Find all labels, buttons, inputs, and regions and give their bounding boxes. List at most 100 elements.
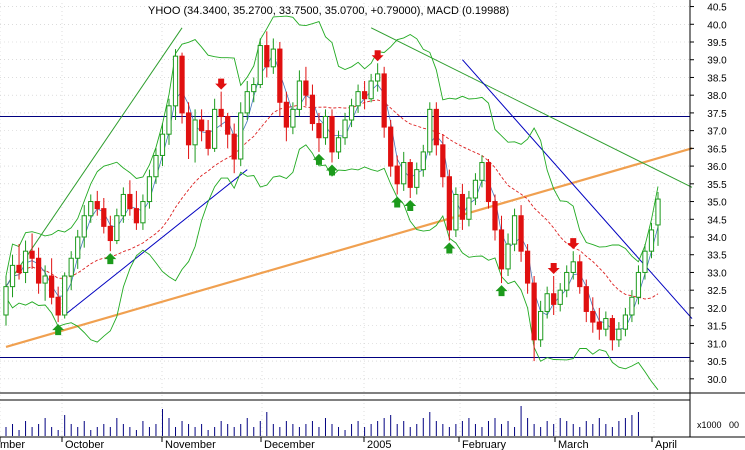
volume-unit-label: x1000: [697, 420, 722, 430]
candle-up: [114, 215, 120, 242]
candle-up: [68, 257, 74, 277]
candle-down: [609, 318, 615, 341]
candle-up: [622, 314, 629, 330]
candle-up: [603, 318, 609, 330]
y-tick-label: 35.0: [707, 198, 727, 209]
sell-arrow: [371, 50, 384, 62]
candle-up: [479, 162, 485, 181]
x-tick-label: 2005: [367, 439, 391, 450]
candle-up: [296, 80, 303, 110]
x-tick-label: October: [65, 439, 104, 450]
y-tick-label: 39.5: [707, 38, 727, 49]
short-downtrend-line: [462, 59, 693, 319]
candle-up: [62, 275, 68, 316]
sell-arrow: [547, 263, 560, 274]
y-tick-label: 31.0: [707, 339, 727, 350]
buy-arrow: [391, 196, 404, 208]
candle-down: [394, 165, 400, 185]
candle-up: [75, 236, 81, 259]
buy-arrow: [404, 200, 417, 211]
y-tick-label: 34.5: [707, 215, 727, 226]
x-tick-label: November: [165, 439, 216, 450]
candle-down: [524, 250, 531, 284]
y-tick-label: 40.0: [707, 20, 727, 31]
candle-down: [551, 293, 557, 305]
candle-up: [655, 198, 661, 226]
candle-down: [179, 55, 185, 114]
candle-up: [238, 112, 244, 160]
candle-down: [231, 133, 237, 160]
buy-arrow: [326, 164, 338, 176]
trendlines: [5, 27, 693, 348]
y-tick-label: 37.5: [707, 109, 727, 120]
candle-up: [505, 243, 511, 270]
candle-down: [459, 193, 466, 220]
candle-up: [251, 84, 257, 93]
candle-down: [407, 162, 413, 188]
candle-up: [375, 73, 381, 82]
candle-down: [583, 286, 589, 312]
buy-arrow: [443, 242, 456, 254]
candle-down: [309, 94, 316, 125]
candle-up: [616, 328, 622, 341]
long-support-line: [5, 147, 693, 348]
candle-up: [629, 296, 635, 316]
candle-up: [146, 176, 153, 203]
candle-up: [166, 105, 172, 135]
buy-arrow: [52, 324, 65, 336]
y-tick-label: 33.5: [707, 251, 727, 262]
y-tick-label: 32.0: [707, 304, 727, 315]
candle-up: [642, 250, 648, 273]
candle-up: [244, 91, 250, 114]
candle-down: [316, 123, 322, 139]
candle-down: [218, 108, 224, 117]
candle-up: [466, 197, 472, 220]
y-tick-label: 38.5: [707, 73, 727, 84]
candle-up: [9, 264, 16, 288]
candle-up: [120, 193, 126, 217]
candle-down: [433, 108, 439, 146]
candle-down: [577, 261, 583, 288]
candle-down: [388, 126, 394, 167]
candle-down: [440, 144, 446, 178]
lower-band: [5, 144, 659, 391]
candle-down: [264, 45, 270, 68]
candle-down: [446, 176, 452, 231]
candle-up: [635, 271, 642, 298]
candle-up: [557, 289, 563, 305]
candle-down: [49, 275, 55, 298]
y-tick-label: 30.5: [707, 357, 727, 368]
y-tick-label: 36.5: [707, 144, 727, 155]
candle-down: [590, 310, 596, 323]
candle-up: [88, 201, 94, 217]
plot-frame: [0, 0, 745, 438]
moving-average-dashed: [5, 99, 659, 300]
volume-scale-label: 00: [729, 420, 739, 430]
candle-up: [511, 215, 518, 245]
sell-arrow: [567, 238, 580, 250]
uptrend-channel-top: [5, 27, 183, 287]
y-tick-label: 40.5: [707, 3, 727, 14]
candle-up: [342, 119, 348, 139]
candle-up: [3, 286, 9, 316]
candle-down: [485, 162, 492, 203]
y-tick-label: 32.5: [707, 286, 727, 297]
candle-down: [492, 201, 498, 231]
candle-up: [453, 193, 459, 231]
candle-down: [55, 296, 61, 316]
volume-panel: [5, 406, 639, 436]
candle-up: [427, 108, 433, 153]
candle-down: [185, 112, 192, 146]
candle-down: [16, 264, 22, 273]
candle-up: [544, 293, 550, 312]
y-tick-label: 31.5: [707, 322, 727, 333]
x-tick-label: March: [558, 439, 589, 450]
candle-up: [368, 80, 374, 100]
candle-down: [518, 215, 524, 252]
x-tick-label: December: [264, 439, 315, 450]
sell-arrow: [215, 78, 228, 90]
signal-arrows: [52, 50, 580, 336]
y-tick-label: 36.0: [707, 162, 727, 173]
x-tick-label: February: [462, 439, 507, 450]
